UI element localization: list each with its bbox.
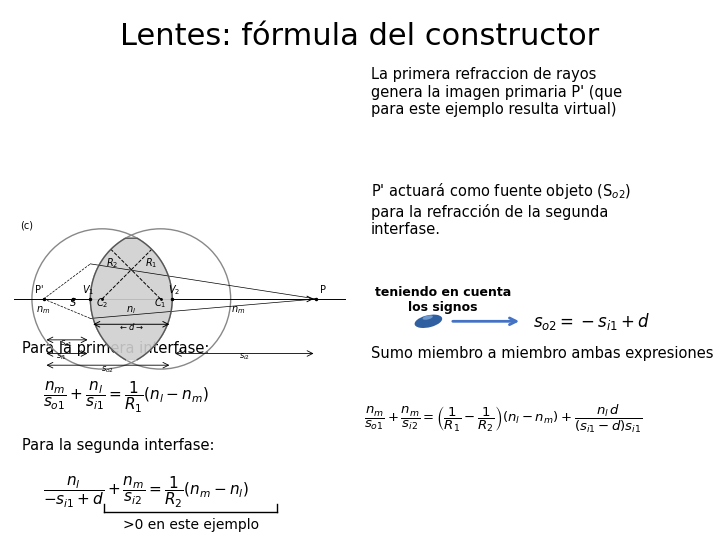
Ellipse shape (423, 315, 433, 320)
Text: $C_1$: $C_1$ (154, 296, 167, 309)
Text: $\dfrac{n_m}{s_{o1}} + \dfrac{n_l}{s_{i1}} = \dfrac{1}{R_1}(n_l - n_m)$: $\dfrac{n_m}{s_{o1}} + \dfrac{n_l}{s_{i1… (43, 379, 209, 415)
Text: $S$: $S$ (69, 296, 77, 308)
Text: $s_{o1}$: $s_{o1}$ (60, 339, 73, 349)
Text: Para la primera interfase:: Para la primera interfase: (22, 341, 209, 356)
Text: $n_m$: $n_m$ (37, 305, 51, 316)
Ellipse shape (415, 315, 442, 328)
Text: $\leftarrow d \rightarrow$: $\leftarrow d \rightarrow$ (118, 321, 144, 332)
Text: $R_1$: $R_1$ (145, 256, 157, 269)
Text: $V_2$: $V_2$ (168, 284, 180, 298)
Text: P' actuará como fuente objeto (S$_{o2}$)
para la refracción de la segunda
interf: P' actuará como fuente objeto (S$_{o2}$)… (371, 181, 631, 237)
Text: teniendo en cuenta
los signos: teniendo en cuenta los signos (374, 286, 511, 314)
Text: $\dfrac{n_m}{s_{o1}} + \dfrac{n_m}{s_{i2}} = \left(\dfrac{1}{R_1} - \dfrac{1}{R_: $\dfrac{n_m}{s_{o1}} + \dfrac{n_m}{s_{i2… (364, 402, 642, 435)
Text: $C_2$: $C_2$ (96, 296, 108, 309)
Text: $n_m$: $n_m$ (231, 305, 246, 316)
Text: $s_{o2}$: $s_{o2}$ (102, 364, 114, 375)
Text: (c): (c) (20, 221, 33, 231)
Text: Para la segunda interfase:: Para la segunda interfase: (22, 438, 214, 453)
Text: $R_2$: $R_2$ (106, 256, 118, 269)
Text: P: P (320, 286, 326, 295)
Text: Lentes: fórmula del constructor: Lentes: fórmula del constructor (120, 22, 600, 51)
Text: $s_{i2}$: $s_{i2}$ (239, 352, 250, 362)
Text: $s_{o2} = -s_{i1} + d$: $s_{o2} = -s_{i1} + d$ (533, 311, 650, 332)
Text: $s_{i1}$: $s_{i1}$ (55, 352, 67, 362)
Text: La primera refraccion de rayos
genera la imagen primaria P' (que
para este ejemp: La primera refraccion de rayos genera la… (371, 68, 622, 117)
Text: Sumo miembro a miembro ambas expresiones: Sumo miembro a miembro ambas expresiones (371, 346, 714, 361)
Polygon shape (91, 238, 172, 360)
Text: >0 en este ejemplo: >0 en este ejemplo (122, 518, 259, 532)
Text: $\dfrac{n_l}{-s_{i1}+d} + \dfrac{n_m}{s_{i2}} = \dfrac{1}{R_2}(n_m - n_l)$: $\dfrac{n_l}{-s_{i1}+d} + \dfrac{n_m}{s_… (43, 475, 249, 510)
Text: $n_l$: $n_l$ (126, 305, 136, 316)
Text: $V_1$: $V_1$ (82, 284, 94, 298)
Text: P': P' (35, 286, 44, 295)
